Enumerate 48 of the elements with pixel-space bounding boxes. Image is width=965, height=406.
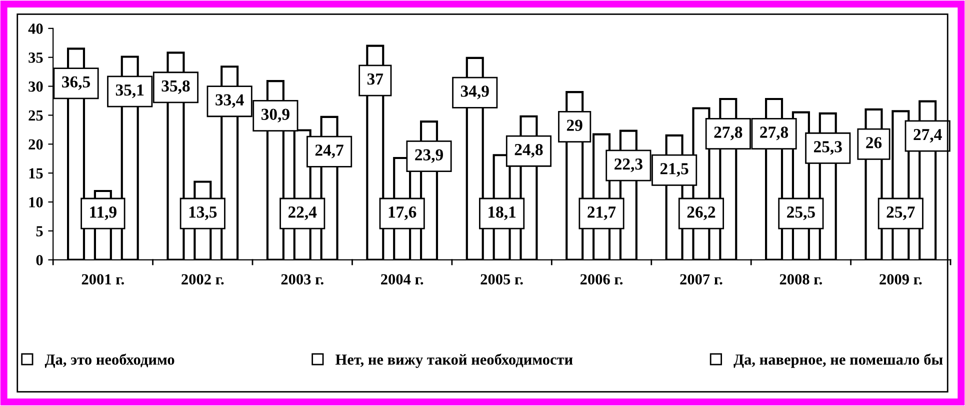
x-tick-label: 2002 г.: [182, 274, 224, 285]
data-label: 25,3: [814, 141, 842, 155]
y-tick-label: 35: [28, 52, 43, 63]
data-label: 27,4: [914, 129, 942, 143]
data-label: 34,9: [460, 86, 489, 100]
data-label: 21,7: [588, 206, 616, 220]
data-label: 35,1: [116, 84, 144, 98]
data-label: 24,7: [315, 144, 344, 158]
y-tick-label: 15: [29, 168, 43, 179]
legend-label: Да, наверное, не помешало бы: [734, 354, 943, 368]
x-tick-label: 2001 г.: [82, 274, 124, 285]
x-tick-label: 2007 г.: [680, 274, 722, 285]
data-label: 25,7: [886, 206, 915, 220]
data-label: 23,9: [415, 149, 443, 163]
data-label: 13,5: [189, 206, 217, 220]
data-label: 21,5: [660, 163, 688, 177]
x-tick-label: 2008 г.: [780, 274, 822, 285]
data-label: 37: [367, 73, 384, 85]
data-label: 30,9: [261, 108, 290, 122]
x-tick-label: 2004 г.: [381, 274, 424, 285]
x-tick-label: 2005 г.: [480, 274, 523, 285]
data-label: 17,6: [388, 206, 416, 220]
data-label: 27,8: [760, 126, 788, 140]
data-label: 33,4: [216, 94, 244, 108]
data-label: 22,4: [288, 206, 317, 220]
legend-label: Да, это необходимо: [44, 354, 174, 368]
y-tick-label: 30: [28, 81, 43, 92]
x-tick-label: 2006 г.: [580, 274, 623, 285]
data-label: 36,5: [62, 76, 90, 90]
data-label: 22,3: [614, 158, 642, 172]
x-tick-label: 2009 г.: [880, 274, 922, 285]
data-label: 26,2: [687, 206, 716, 220]
data-label: 27,8: [714, 126, 742, 140]
y-tick-label: 0: [36, 254, 43, 266]
y-tick-label: 25: [28, 110, 43, 121]
data-label: 29: [566, 120, 582, 131]
y-tick-label: 5: [36, 226, 43, 236]
legend-label: Нет, не вижу такой необходимости: [336, 354, 573, 368]
data-label: 25,5: [787, 206, 815, 220]
data-label: 11,9: [90, 206, 116, 220]
data-label: 35,8: [162, 80, 190, 94]
data-label: 26: [866, 137, 882, 148]
y-tick-label: 10: [29, 197, 43, 208]
y-tick-label: 40: [28, 24, 43, 34]
x-tick-label: 2003 г.: [281, 274, 324, 285]
data-label: 24,8: [514, 144, 543, 158]
data-label: 18,1: [488, 206, 516, 220]
y-tick-label: 20: [28, 139, 43, 150]
